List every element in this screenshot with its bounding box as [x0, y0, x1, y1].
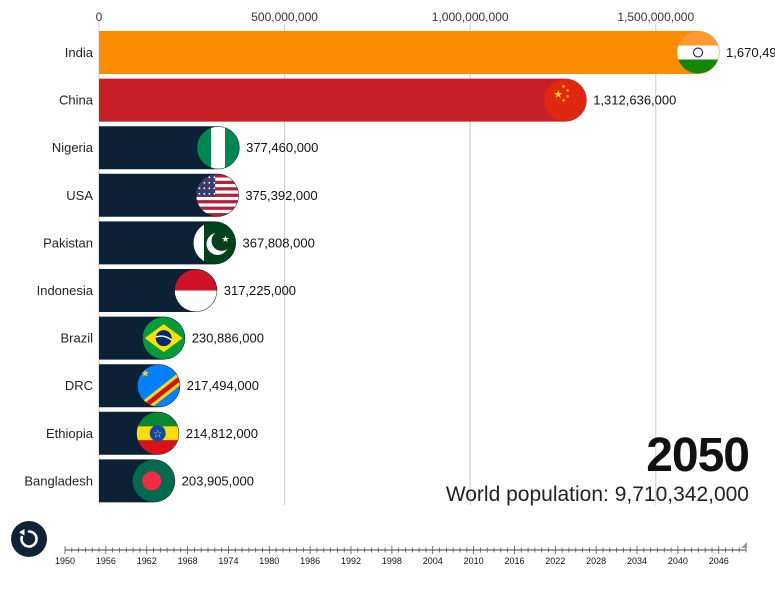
svg-text:★: ★	[222, 235, 230, 245]
ethiopia-flag-icon: ☆	[136, 412, 179, 455]
world-population-label: World population: 9,710,342,000	[445, 483, 749, 506]
value-label: 214,812,000	[186, 426, 258, 441]
indonesia-flag-icon	[174, 269, 217, 312]
svg-text:★: ★	[553, 88, 563, 101]
category-label: Brazil	[60, 331, 93, 346]
x-tick-label: 1,000,000,000	[432, 10, 509, 24]
usa-flag-icon	[196, 174, 239, 217]
timeline-label: 1968	[178, 556, 198, 566]
svg-text:★: ★	[561, 84, 566, 90]
bar-group: ★ DRC 217,494,000	[65, 364, 259, 408]
brazil-flag-icon	[142, 317, 185, 360]
value-label: 375,392,000	[245, 188, 317, 203]
value-label: 367,808,000	[243, 235, 315, 250]
svg-text:☆: ☆	[153, 427, 163, 440]
category-label: DRC	[65, 378, 93, 393]
svg-text:★: ★	[565, 94, 570, 100]
category-label: Nigeria	[52, 140, 94, 155]
bar-chart: 0 500,000,000 1,000,000,000 1,500,000,000 In…	[24, 10, 775, 505]
x-tick-label: 500,000,000	[251, 10, 318, 24]
bar-group: Nigeria 377,460,000	[52, 126, 318, 170]
value-label: 1,312,636,000	[593, 93, 676, 108]
category-label: Ethiopia	[46, 426, 94, 441]
timeline-label: 1980	[259, 556, 279, 566]
timeline-label: 2046	[709, 556, 729, 566]
bar-group: USA 375,392,000	[66, 173, 318, 217]
bar-group: Indonesia 317,225,000	[37, 269, 296, 312]
timeline-label: 2004	[423, 556, 443, 566]
india-flag-icon	[677, 31, 720, 74]
value-label: 230,886,000	[192, 331, 264, 346]
timeline-label: 2040	[668, 556, 688, 566]
svg-text:★: ★	[565, 88, 570, 94]
timeline-label: 2022	[545, 556, 565, 566]
value-label: 217,494,000	[187, 378, 259, 393]
bar-group: India 1,670,491,000	[65, 31, 775, 74]
timeline-label: 1986	[300, 556, 320, 566]
bar-china	[99, 78, 587, 122]
china-flag-icon: ★★★★★	[544, 79, 587, 122]
current-year: 2050	[646, 429, 750, 482]
category-label: Pakistan	[43, 235, 93, 250]
value-label: 1,670,491,000	[726, 45, 775, 60]
value-label: 203,905,000	[182, 473, 254, 488]
bar-group: ★★★★★ China 1,312,636,000	[59, 78, 676, 122]
timeline-label: 1998	[382, 556, 402, 566]
category-label: India	[65, 45, 94, 60]
timeline-label: 2016	[504, 556, 524, 566]
x-tick-label: 1,500,000,000	[617, 10, 694, 24]
value-label: 377,460,000	[246, 140, 318, 155]
timeline-label: 2010	[464, 556, 484, 566]
timeline-label: 2028	[586, 556, 606, 566]
replay-button[interactable]	[11, 521, 47, 557]
nigeria-flag-icon	[197, 126, 240, 169]
category-label: USA	[66, 188, 93, 203]
timeline-label: 1950	[55, 556, 75, 566]
bangladesh-flag-icon	[132, 459, 175, 502]
timeline-label: 1992	[341, 556, 361, 566]
svg-text:★: ★	[561, 98, 566, 104]
bar-group: Brazil 230,886,000	[60, 316, 264, 360]
category-label: Bangladesh	[24, 473, 93, 488]
x-tick-label: 0	[96, 10, 103, 24]
timeline-label: 1956	[96, 556, 116, 566]
timeline-slider[interactable]: 1950 1956 1962 1968 1974 1980 1986 1992 1998 2004…	[0, 535, 775, 575]
pakistan-flag-icon: ★	[193, 221, 236, 264]
timeline-label: 1962	[137, 556, 157, 566]
timeline-handle[interactable]	[741, 542, 747, 548]
bar-group: Bangladesh 203,905,000	[24, 459, 254, 503]
bar-group: ★ Pakistan 367,808,000	[43, 221, 315, 265]
category-label: China	[59, 93, 94, 108]
category-label: Indonesia	[37, 283, 94, 298]
svg-text:★: ★	[141, 369, 150, 380]
timeline-label: 1974	[218, 556, 238, 566]
value-label: 317,225,000	[224, 283, 296, 298]
bar-group: ☆ Ethiopia 214,812,000	[46, 411, 258, 455]
bar-india	[99, 31, 720, 74]
timeline-label: 2034	[627, 556, 647, 566]
replay-icon	[19, 529, 38, 548]
drc-flag-icon: ★	[137, 364, 180, 407]
